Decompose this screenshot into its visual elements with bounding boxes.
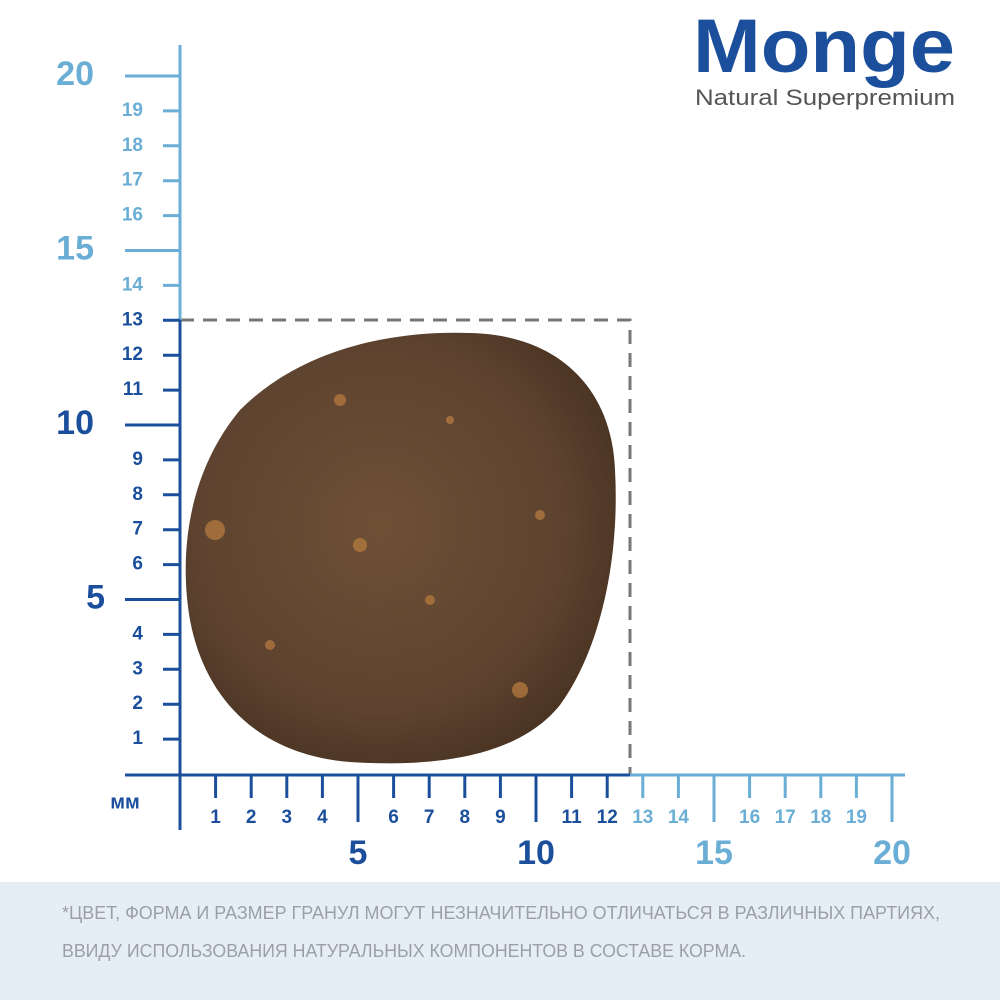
major-label: 5 (86, 578, 105, 616)
disclaimer-band (0, 882, 1000, 1000)
brand-tagline: Natural Superpremium (695, 85, 955, 110)
major-label: 10 (517, 834, 555, 872)
minor-label: 14 (668, 807, 690, 828)
minor-label: 16 (122, 205, 143, 226)
minor-label: 19 (846, 807, 867, 828)
brand-name: Monge (693, 4, 955, 89)
minor-label: 14 (122, 274, 144, 295)
major-label: 15 (56, 229, 94, 267)
major-label: 20 (873, 834, 911, 872)
minor-label: 9 (495, 807, 506, 828)
minor-label: 4 (132, 623, 143, 644)
minor-label: 2 (132, 693, 143, 714)
minor-label: 6 (388, 807, 399, 828)
minor-label: 3 (282, 807, 293, 828)
minor-label: 12 (597, 807, 618, 828)
disclaimer-line: *ЦВЕТ, ФОРМА И РАЗМЕР ГРАНУЛ МОГУТ НЕЗНА… (62, 903, 940, 923)
kibble-specks (205, 394, 545, 698)
minor-label: 8 (132, 484, 143, 505)
kibble (185, 332, 616, 764)
minor-label: 13 (122, 309, 143, 330)
minor-label: 11 (123, 379, 144, 400)
size-outline (180, 318, 632, 775)
minor-label: 1 (210, 807, 221, 828)
minor-label: 7 (132, 519, 143, 540)
disclaimer-line: ВВИДУ ИСПОЛЬЗОВАНИЯ НАТУРАЛЬНЫХ КОМПОНЕН… (62, 941, 746, 961)
minor-label: 2 (246, 807, 257, 828)
minor-label: 1 (132, 728, 143, 749)
minor-label: 3 (132, 658, 143, 679)
major-label: 20 (56, 55, 94, 93)
major-label: 10 (56, 404, 94, 442)
unit-label: мм (110, 791, 140, 813)
minor-label: 6 (132, 554, 143, 575)
minor-label: 9 (132, 449, 143, 470)
minor-label: 19 (122, 100, 143, 121)
minor-label: 12 (122, 344, 143, 365)
minor-label: 17 (122, 170, 143, 191)
minor-label: 4 (317, 807, 328, 828)
minor-label: 18 (810, 807, 831, 828)
minor-label: 16 (739, 807, 760, 828)
minor-label: 7 (424, 807, 435, 828)
minor-label: 8 (460, 807, 471, 828)
major-label: 5 (349, 834, 368, 872)
minor-label: 17 (775, 807, 796, 828)
minor-label: 13 (632, 807, 653, 828)
minor-label: 18 (122, 135, 143, 156)
major-label: 15 (695, 834, 733, 872)
minor-label: 11 (562, 807, 583, 828)
